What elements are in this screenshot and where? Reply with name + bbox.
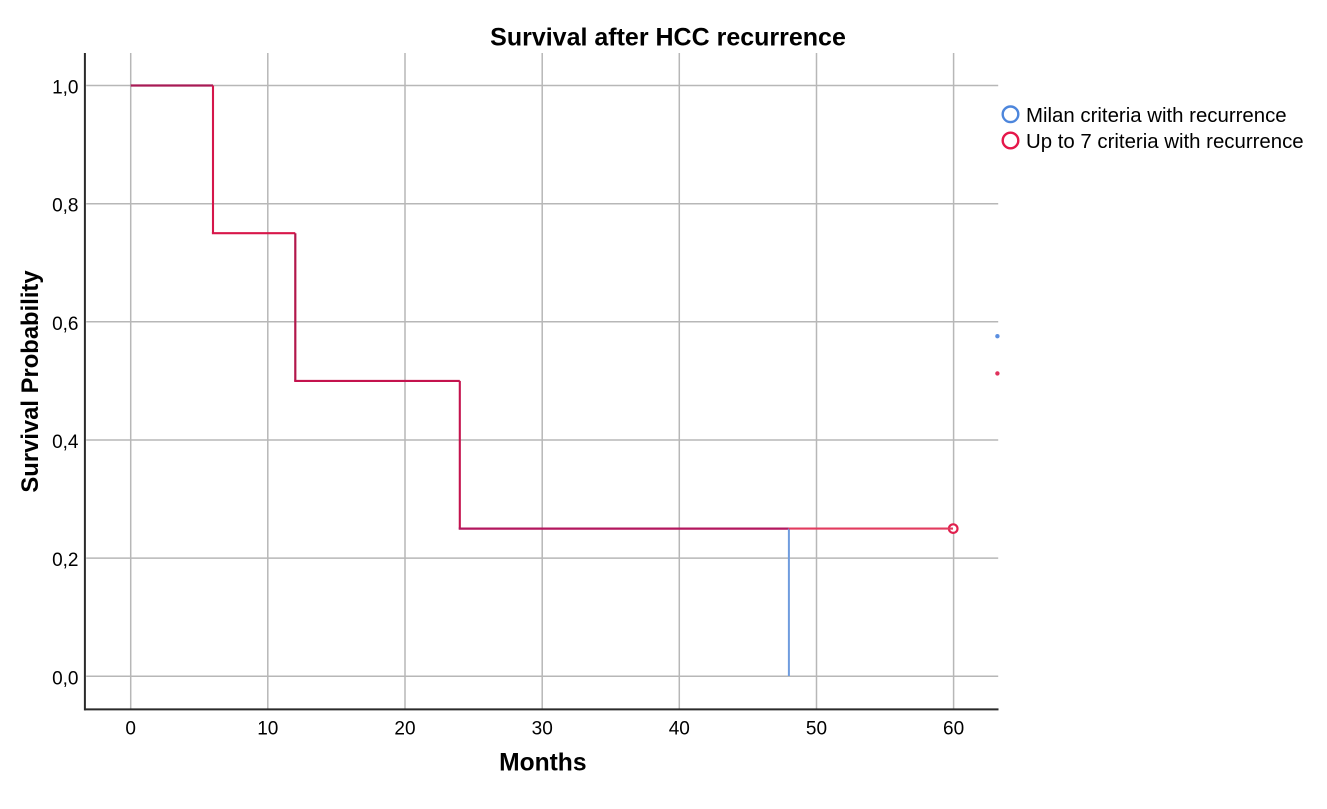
- svg-text:10: 10: [257, 718, 278, 739]
- svg-text:0,0: 0,0: [52, 668, 78, 689]
- svg-text:30: 30: [532, 718, 553, 739]
- svg-text:Milan criteria with recurrence: Milan criteria with recurrence: [1026, 105, 1287, 127]
- svg-text:20: 20: [394, 718, 415, 739]
- svg-text:0,4: 0,4: [52, 432, 79, 453]
- svg-text:Survival Probability: Survival Probability: [17, 270, 44, 493]
- svg-text:Up to 7 criteria with recurren: Up to 7 criteria with recurrence: [1026, 131, 1304, 153]
- svg-text:0,6: 0,6: [52, 314, 78, 335]
- svg-text:0,8: 0,8: [52, 196, 78, 217]
- svg-text:0: 0: [125, 718, 136, 739]
- svg-text:Months: Months: [499, 750, 586, 777]
- svg-text:1,0: 1,0: [52, 78, 78, 99]
- svg-text:60: 60: [943, 718, 964, 739]
- svg-text:Survival after HCC recurrence: Survival after HCC recurrence: [490, 24, 846, 52]
- svg-text:40: 40: [669, 718, 690, 739]
- svg-text:0,2: 0,2: [52, 550, 78, 571]
- svg-text:50: 50: [806, 718, 827, 739]
